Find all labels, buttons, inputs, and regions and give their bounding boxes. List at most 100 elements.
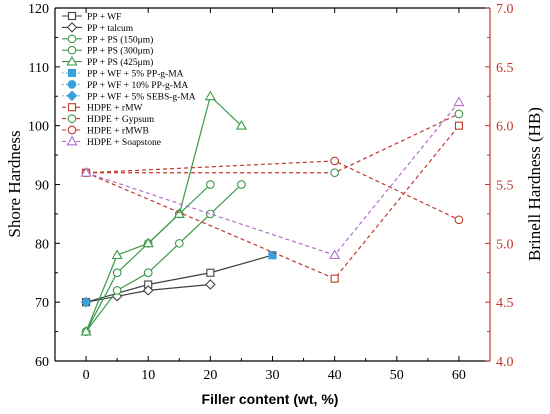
legend-marker (67, 11, 77, 21)
legend-marker (67, 80, 77, 89)
series-line (85, 283, 211, 303)
data-point (206, 180, 215, 189)
series-8 (80, 296, 92, 308)
y-left-tick-label: 80 (35, 237, 49, 252)
data-point (454, 121, 463, 130)
data-point (330, 168, 339, 178)
legend-label: HDPE + Soapstone (87, 138, 161, 148)
legend-marker (66, 22, 78, 33)
x-tick-label: 0 (83, 368, 90, 383)
legend-entry: PP + WF + 5% SEBS-g-MA (62, 90, 196, 102)
y-right-tick-label: 4.0 (496, 355, 514, 370)
x-tick-label: 60 (452, 368, 466, 383)
y-right-tick-label: 6.0 (496, 120, 514, 135)
data-point (237, 180, 246, 189)
data-point (205, 279, 216, 290)
legend-entry: PP + talcum (62, 22, 134, 34)
data-point (329, 249, 341, 260)
data-point (206, 268, 215, 277)
y-right-tick-label: 5.0 (496, 237, 514, 252)
data-point (206, 209, 215, 219)
data-point (142, 237, 154, 248)
legend-label: PP + PS (425μm) (87, 57, 153, 68)
legend-label: PP + PS (300μm) (87, 46, 153, 57)
data-point (173, 208, 185, 218)
y-left-tick-label: 120 (28, 2, 49, 17)
data-point (112, 268, 122, 278)
legend-entry: HDPE + Soapstone (62, 135, 161, 148)
x-axis-title: Filler content (wt, %) (202, 391, 339, 407)
data-point (80, 325, 92, 336)
x-tick-label: 40 (328, 368, 342, 383)
series-line (85, 125, 460, 280)
legend-label: HDPE + Gypsum (87, 115, 155, 125)
y-left-tick-label: 70 (35, 296, 49, 311)
legend-entry: HDPE + Gypsum (62, 114, 155, 125)
data-point (454, 215, 464, 225)
legend-marker (67, 68, 77, 78)
legend-marker (66, 90, 78, 102)
legend-marker (67, 34, 77, 44)
legend-marker (67, 114, 77, 123)
x-tick-label: 20 (203, 368, 217, 383)
legend-entry: PP + WF + 5% PP-g-MA (62, 68, 184, 80)
legend-label: PP + WF + 5% PP-g-MA (87, 70, 184, 80)
legend-label: PP + PS (150μm) (87, 34, 153, 45)
data-point (80, 167, 92, 177)
legend-label: PP + WF + 5% SEBS-g-MA (87, 92, 196, 102)
legend-marker (67, 45, 77, 55)
data-point (80, 296, 92, 308)
data-point (330, 156, 339, 166)
data-point (174, 238, 184, 248)
data-point (111, 249, 123, 260)
legend-label: HDPE + rMW (87, 104, 143, 114)
legend-label: HDPE + rMWB (87, 127, 149, 137)
y-right-tick-label: 5.5 (496, 179, 514, 194)
series-6 (268, 251, 277, 260)
data-point (268, 251, 277, 260)
y-left-tick-label: 100 (28, 120, 49, 135)
legend-marker (66, 135, 78, 146)
legend-marker (67, 103, 77, 112)
legend-entry: PP + PS (300μm) (62, 46, 153, 57)
y-left-tick-label: 110 (29, 61, 49, 76)
x-tick-label: 30 (266, 368, 280, 383)
data-point (142, 285, 154, 296)
y-left-tick-label: 90 (35, 179, 49, 194)
axes-layer: 0 10 20 30 40 50 60 60 70 80 90 100 110 120 4.0 4.5 5.0 5… (28, 2, 514, 383)
legend-entry: PP + PS (425μm) (62, 55, 153, 68)
data-point (330, 274, 339, 283)
y-axis-left-title: Shore Hardness (5, 130, 24, 237)
y-left-tick-label: 60 (35, 355, 49, 370)
legend-entry: HDPE + rMW (62, 103, 143, 114)
data-point (143, 268, 153, 278)
series-layer (80, 90, 465, 336)
legend-entry: HDPE + rMWB (62, 125, 149, 137)
y-right-tick-label: 7.0 (496, 2, 514, 17)
legend-label: PP + WF + 10% PP-g-MA (87, 81, 188, 91)
data-point (112, 286, 122, 295)
y-axis-right-title: Brinell Hardness (HB) (525, 107, 544, 261)
legend-marker (66, 55, 78, 66)
legend-entry: PP + WF (62, 11, 121, 23)
series-5 (80, 90, 247, 336)
series-line (85, 184, 242, 332)
series-12 (80, 96, 465, 260)
y-right-tick-label: 4.5 (496, 296, 514, 311)
data-point (454, 109, 464, 119)
y-right-tick-label: 6.5 (496, 61, 514, 76)
legend-label: PP + talcum (87, 24, 134, 34)
x-tick-label: 50 (390, 368, 404, 383)
legend-entry: PP + WF + 10% PP-g-MA (62, 80, 188, 91)
data-point (204, 90, 216, 101)
series-line (85, 95, 242, 332)
data-point (235, 119, 247, 130)
legend-marker (67, 125, 77, 135)
legend-label: PP + WF (87, 13, 121, 23)
x-tick-label: 10 (141, 368, 155, 383)
data-point (453, 96, 465, 107)
